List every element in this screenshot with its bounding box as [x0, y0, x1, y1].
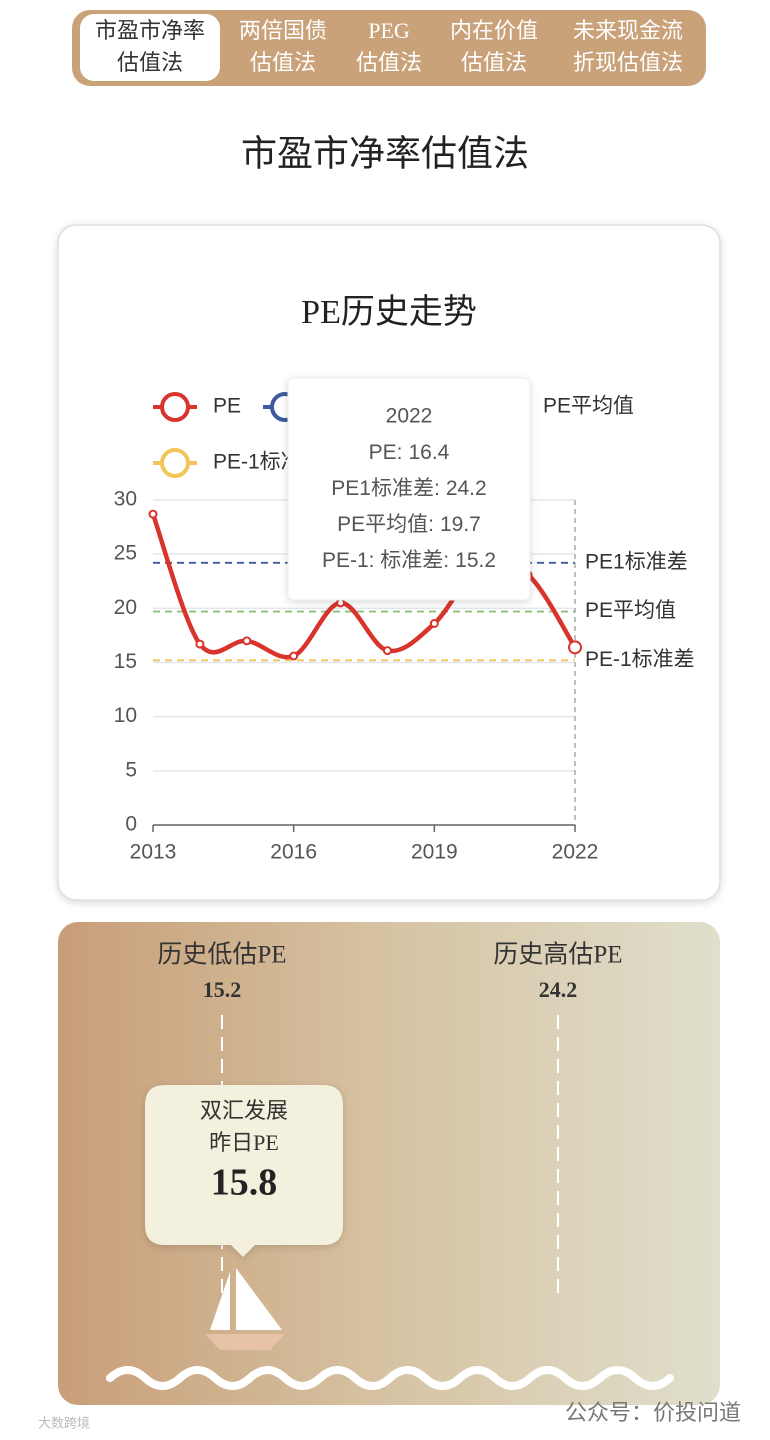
legend-marker: [160, 392, 190, 422]
tooltip-value: 24.2: [446, 477, 487, 500]
data-point: [568, 640, 582, 655]
end-label: PE平均值: [585, 599, 676, 622]
tooltip-box: [287, 377, 531, 601]
tab-label: 折现估值法: [573, 50, 683, 75]
data-point: [148, 509, 158, 519]
valuation-label: 历史低估PE: [157, 941, 286, 969]
tab-label: PEG: [368, 18, 410, 43]
legend-label: PE: [213, 395, 241, 418]
bubble-value: 15.8: [211, 1162, 278, 1204]
tooltip-row: PE平均值: 19.7: [337, 513, 481, 536]
tooltip-row: PE: 16.4: [369, 441, 450, 464]
x-tick-label: 2016: [270, 841, 317, 864]
sail: [210, 1272, 230, 1330]
tooltip-value: 19.7: [440, 513, 481, 536]
tooltip-row: PE-1: 标准差: 15.2: [322, 549, 496, 572]
valuation-value: 24.2: [539, 977, 578, 1002]
tab-label: 未来现金流: [573, 18, 683, 43]
tooltip-title: 2022: [386, 405, 433, 428]
x-tick-label: 2022: [552, 841, 599, 864]
bubble-name: 双汇发展: [200, 1098, 288, 1123]
tab-label: 两倍国债: [239, 18, 327, 43]
tab[interactable]: PEG 估值法: [356, 18, 422, 75]
tab-label: 估值法: [117, 50, 183, 75]
tooltip-label: PE:: [369, 441, 403, 464]
tab[interactable]: 市盈市净率估值法: [80, 14, 220, 81]
y-tick-label: 10: [114, 704, 137, 727]
watermark: 公众号：价投问道: [565, 1400, 741, 1425]
valuation-label: 历史高估PE: [493, 941, 622, 969]
tooltip: 2022 PE: 16.4 PE1标准差: 24.2 PE平均值: 19.7 PE-1: 标准…: [287, 377, 531, 601]
plot-area: PE-1标准差 PE平均值 PE1标准差: [585, 550, 695, 671]
tooltip-row: PE1标准差: 24.2: [331, 477, 486, 500]
tab-label: 估值法: [461, 50, 527, 75]
tab-label: 市盈市净率: [95, 18, 205, 43]
y-tick-label: 0: [125, 813, 137, 836]
wave: [106, 1366, 674, 1390]
x-tick-label: 2013: [130, 841, 177, 864]
tab-label: 估值法: [250, 50, 316, 75]
end-label: PE-1标准差: [585, 648, 695, 671]
bubble-label: 昨日PE: [209, 1130, 279, 1155]
tab-label: 内在价值: [450, 18, 538, 43]
data-point: [382, 646, 392, 656]
valuation-panel: [58, 922, 720, 1405]
chart: 0 5 10 15 20 25 30 2013 2016 2019 2022 PE-1标准差 PE平均值…: [114, 377, 695, 864]
bubble: [145, 1085, 343, 1257]
legend-marker: [160, 448, 190, 478]
tooltip-value: 16.4: [408, 441, 449, 464]
y-tick-label: 15: [114, 650, 137, 673]
data-point: [429, 619, 439, 628]
data-point: [242, 636, 252, 646]
legend-label: PE平均值: [543, 395, 634, 418]
tab-active-bg: [80, 14, 220, 81]
y-tick-label: 30: [114, 488, 137, 511]
tooltip-label: PE平均值:: [337, 513, 434, 536]
end-label: PE1标准差: [585, 550, 688, 573]
tab-label: 估值法: [356, 50, 422, 75]
x-tick-label: 2019: [411, 841, 458, 864]
watermark: 大数跨境: [38, 1415, 90, 1430]
data-point: [195, 639, 205, 649]
data-point: [289, 651, 299, 661]
heading: 市盈市净率估值法: [241, 133, 529, 173]
hull: [205, 1334, 285, 1350]
tooltip-label: PE-1: 标准差:: [322, 549, 449, 572]
y-tick-label: 5: [125, 758, 137, 781]
tooltip-label: PE1标准差:: [331, 477, 440, 500]
chart-title: PE历史走势: [301, 293, 477, 331]
valuation-value: 15.2: [203, 977, 242, 1002]
y-tick-label: 25: [114, 542, 137, 565]
y-tick-label: 20: [114, 596, 137, 619]
sail: [236, 1268, 282, 1330]
tooltip-value: 15.2: [455, 549, 496, 572]
tab-bar: [72, 10, 706, 86]
